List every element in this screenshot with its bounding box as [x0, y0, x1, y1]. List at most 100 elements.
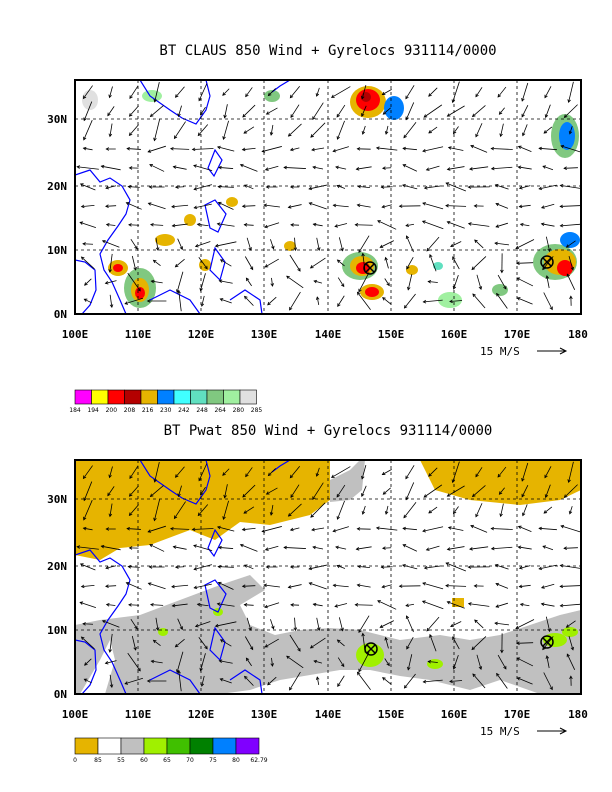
wind-vector-head — [80, 584, 85, 589]
wind-vector-head — [179, 626, 183, 631]
wind-vector — [124, 677, 144, 685]
wind-vector-head — [218, 279, 223, 283]
wind-vector — [333, 146, 349, 152]
wind-vector — [312, 482, 324, 500]
wind-vector — [129, 465, 139, 479]
wind-vector-head — [242, 113, 246, 118]
wind-vector — [382, 204, 392, 208]
wind-vector-head — [177, 493, 181, 498]
wind-vector — [380, 620, 394, 628]
panel1-reference-vector-label: 15 M/S — [480, 345, 520, 358]
wind-vector-head — [446, 600, 451, 605]
wind-vector — [337, 259, 345, 267]
wind-vector-head — [128, 132, 133, 137]
wind-vector-head — [519, 222, 524, 227]
wind-vector — [403, 502, 417, 518]
wind-vector-head — [381, 471, 386, 476]
wind-vector — [105, 585, 117, 587]
wind-vector — [407, 654, 413, 670]
wind-vector — [518, 166, 532, 170]
wind-vector — [311, 147, 325, 151]
panel2-gyre-marker-2 — [540, 635, 554, 649]
wind-vector — [471, 636, 487, 650]
wind-vector — [290, 147, 300, 151]
wind-vector-head — [356, 583, 361, 588]
wind-vector-head — [402, 526, 407, 531]
wind-vector — [358, 565, 370, 569]
wind-vector — [128, 224, 140, 226]
wind-vector-head — [108, 269, 112, 273]
wind-vector — [403, 122, 417, 138]
wind-vector — [242, 104, 256, 118]
wind-vector — [495, 602, 509, 608]
colorbar-label: 70 — [186, 757, 194, 764]
colorbar-label: 0 — [73, 757, 77, 764]
wind-vector-head — [216, 602, 221, 606]
wind-vector-head — [518, 204, 523, 209]
wind-vector — [198, 256, 208, 270]
wind-vector-head — [521, 97, 525, 102]
wind-vector-head — [452, 256, 456, 260]
wind-vector — [215, 241, 237, 247]
wind-vector — [153, 639, 161, 647]
wind-vector — [405, 102, 415, 120]
wind-vector — [331, 86, 351, 98]
wind-vector-head — [559, 184, 564, 188]
wind-vector-head — [543, 510, 548, 514]
wind-vector-head — [83, 117, 87, 122]
wind-vector — [539, 184, 557, 190]
wind-vector-head — [427, 279, 432, 284]
wind-vector — [246, 657, 252, 667]
wind-vector-head — [450, 243, 454, 248]
wind-vector — [407, 274, 413, 290]
wind-vector — [80, 221, 96, 229]
wind-vector — [491, 528, 513, 530]
wind-vector-head — [515, 625, 520, 630]
wind-vector — [516, 642, 534, 644]
wind-vector-head — [494, 621, 498, 626]
wind-vector — [313, 660, 323, 664]
wind-vector — [128, 566, 140, 568]
wind-vector — [497, 274, 507, 290]
wind-vector — [194, 583, 212, 589]
wind-vector-head — [452, 285, 457, 290]
wind-vector — [194, 203, 212, 209]
wind-vector-head — [218, 659, 223, 663]
wind-vector-head — [174, 94, 179, 98]
wind-vector-head — [312, 545, 317, 550]
wind-vector-head — [264, 547, 269, 551]
wind-vector-head — [287, 585, 292, 589]
panel1-gridlines — [75, 80, 581, 314]
wind-vector-head — [134, 625, 138, 630]
wind-vector — [560, 525, 581, 533]
wind-vector-head — [447, 526, 452, 530]
wind-vector-head — [100, 164, 105, 169]
wind-vector-head — [109, 304, 114, 309]
wind-vector-head — [403, 134, 407, 139]
wind-vector — [175, 86, 185, 98]
wind-vector — [288, 204, 302, 208]
wind-vector — [448, 147, 464, 151]
wind-vector — [177, 618, 183, 630]
wind-vector-head — [83, 516, 87, 521]
wind-vector-head — [361, 493, 365, 497]
wind-vector-head — [149, 164, 153, 168]
wind-vector — [148, 202, 166, 210]
wind-vector-head — [297, 648, 301, 652]
wind-vector — [568, 461, 574, 483]
wind-vector — [385, 125, 389, 135]
wind-vector-head — [269, 512, 274, 516]
wind-vector — [312, 166, 324, 170]
wind-vector — [545, 484, 551, 498]
panel2-xtick-130e: 130E — [251, 708, 278, 721]
wind-vector — [546, 655, 550, 669]
wind-vector — [543, 126, 553, 134]
wind-vector-head — [377, 220, 381, 224]
wind-vector-head — [242, 493, 246, 498]
wind-vector — [362, 125, 366, 135]
wind-vector — [428, 506, 438, 514]
wind-vector-head — [478, 286, 483, 290]
wind-vector-head — [101, 619, 106, 624]
wind-vector-head — [496, 672, 500, 677]
wind-vector — [361, 465, 367, 479]
